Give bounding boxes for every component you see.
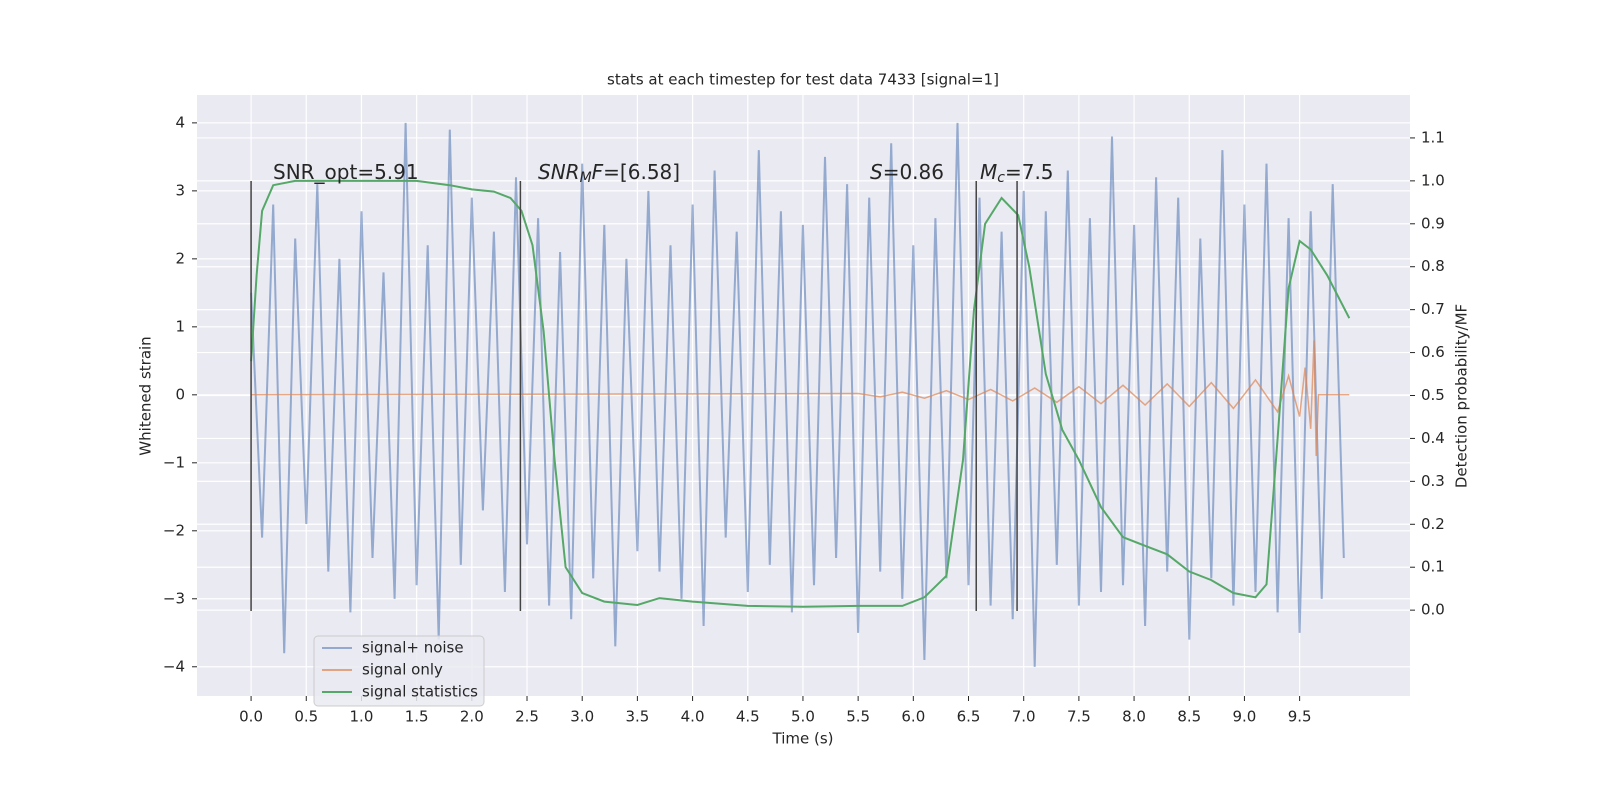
y2-axis-label: Detection probability/MF [1453, 304, 1471, 488]
y2-tick-label: 0.3 [1421, 472, 1445, 490]
x-tick-label: 1.5 [405, 708, 429, 726]
x-tick-label: 9.5 [1288, 708, 1312, 726]
x-tick-label: 6.5 [957, 708, 981, 726]
x-tick-label: 2.0 [460, 708, 484, 726]
y2-tick-label: 0.4 [1421, 429, 1445, 447]
legend-label: signal statistics [362, 683, 478, 701]
y2-tick-label: 0.6 [1421, 343, 1445, 361]
y-tick-label: −1 [163, 453, 185, 471]
x-tick-label: 7.0 [1012, 708, 1036, 726]
y2-tick-label: 0.5 [1421, 386, 1445, 404]
annotation-part: F [592, 160, 604, 184]
x-tick-label: 4.0 [681, 708, 705, 726]
y2-tick-label: 1.0 [1421, 171, 1445, 189]
annotation: SNR_opt=5.91 [273, 160, 419, 184]
x-tick-label: 3.5 [625, 708, 649, 726]
y-tick-label: −4 [163, 657, 185, 675]
annotation-part: SNR_opt=5.91 [273, 160, 419, 184]
x-tick-label: 1.0 [350, 708, 374, 726]
x-tick-label: 8.0 [1122, 708, 1146, 726]
series-line [251, 340, 1350, 457]
x-tick-label: 9.0 [1233, 708, 1257, 726]
x-tick-label: 3.0 [570, 708, 594, 726]
annotation-part: c [997, 170, 1005, 186]
x-tick-label: 0.0 [239, 708, 263, 726]
legend: signal+ noise signal only signal statistic… [313, 635, 485, 707]
x-tick-label: 5.5 [846, 708, 870, 726]
y-tick-label: −3 [163, 589, 185, 607]
legend-label: signal only [362, 661, 443, 679]
x-tick-label: 5.0 [791, 708, 815, 726]
y-tick-label: 3 [175, 181, 185, 199]
annotation: SNRMF=[6.58] [538, 160, 680, 187]
x-tick-label: 8.5 [1177, 708, 1201, 726]
x-axis-label: Time (s) [772, 730, 834, 748]
y2-tick-label: 0.0 [1421, 601, 1445, 619]
annotation-part: =[6.58] [603, 160, 680, 184]
y-tick-label: 2 [175, 249, 185, 267]
y2-tick-label: 0.7 [1421, 300, 1445, 318]
annotation-part: S [870, 160, 883, 184]
annotation-part: =7.5 [1005, 160, 1054, 184]
y2-tick-label: 1.1 [1421, 128, 1445, 146]
legend-box [313, 635, 485, 707]
y-tick-label: 0 [175, 385, 185, 403]
y-tick-label: 4 [175, 113, 185, 131]
annotation-part: SNR [538, 160, 580, 184]
legend-label: signal+ noise [362, 639, 464, 657]
x-tick-label: 7.5 [1067, 708, 1091, 726]
series-line [250, 179, 1351, 608]
x-tick-label: 2.5 [515, 708, 539, 726]
series-line [250, 122, 1345, 667]
y-axis-label: Whitened strain [137, 336, 155, 455]
annotation: S=0.86 [870, 160, 944, 184]
chart-title: stats at each timestep for test data 743… [607, 71, 999, 89]
y-tick-label: 1 [175, 317, 185, 335]
y2-tick-label: 0.8 [1421, 257, 1445, 275]
y-tick-label: −2 [163, 521, 185, 539]
y2-tick-label: 0.9 [1421, 214, 1445, 232]
x-tick-label: 0.5 [294, 708, 318, 726]
annotation-part: M [580, 170, 592, 186]
annotation-part: =0.86 [883, 160, 944, 184]
y2-tick-label: 0.2 [1421, 515, 1445, 533]
y2-tick-label: 0.1 [1421, 558, 1445, 576]
annotation: Mc=7.5 [980, 160, 1054, 187]
x-tick-label: 6.0 [901, 708, 925, 726]
annotation-part: M [980, 160, 997, 184]
x-tick-label: 4.5 [736, 708, 760, 726]
